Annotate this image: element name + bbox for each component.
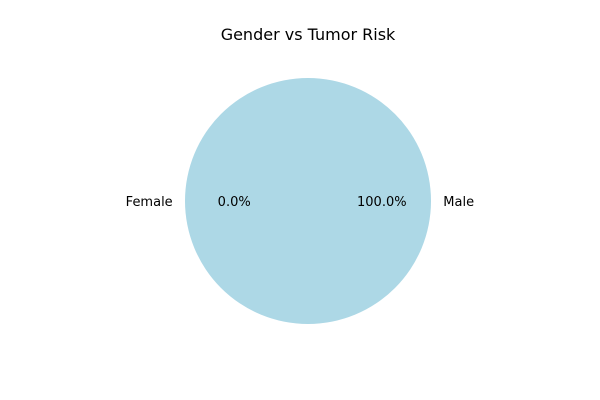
slice-percent-female: 0.0% (218, 195, 251, 210)
slice-label-female: Female (126, 195, 173, 210)
pie-labels: Male 100.0% Female 0.0% (126, 195, 474, 210)
slice-label-male: Male (443, 195, 474, 210)
pie-slice-male (185, 78, 431, 324)
pie-slices (185, 78, 431, 324)
slice-percent-male: 100.0% (357, 195, 407, 210)
chart-title: Gender vs Tumor Risk (221, 25, 396, 44)
